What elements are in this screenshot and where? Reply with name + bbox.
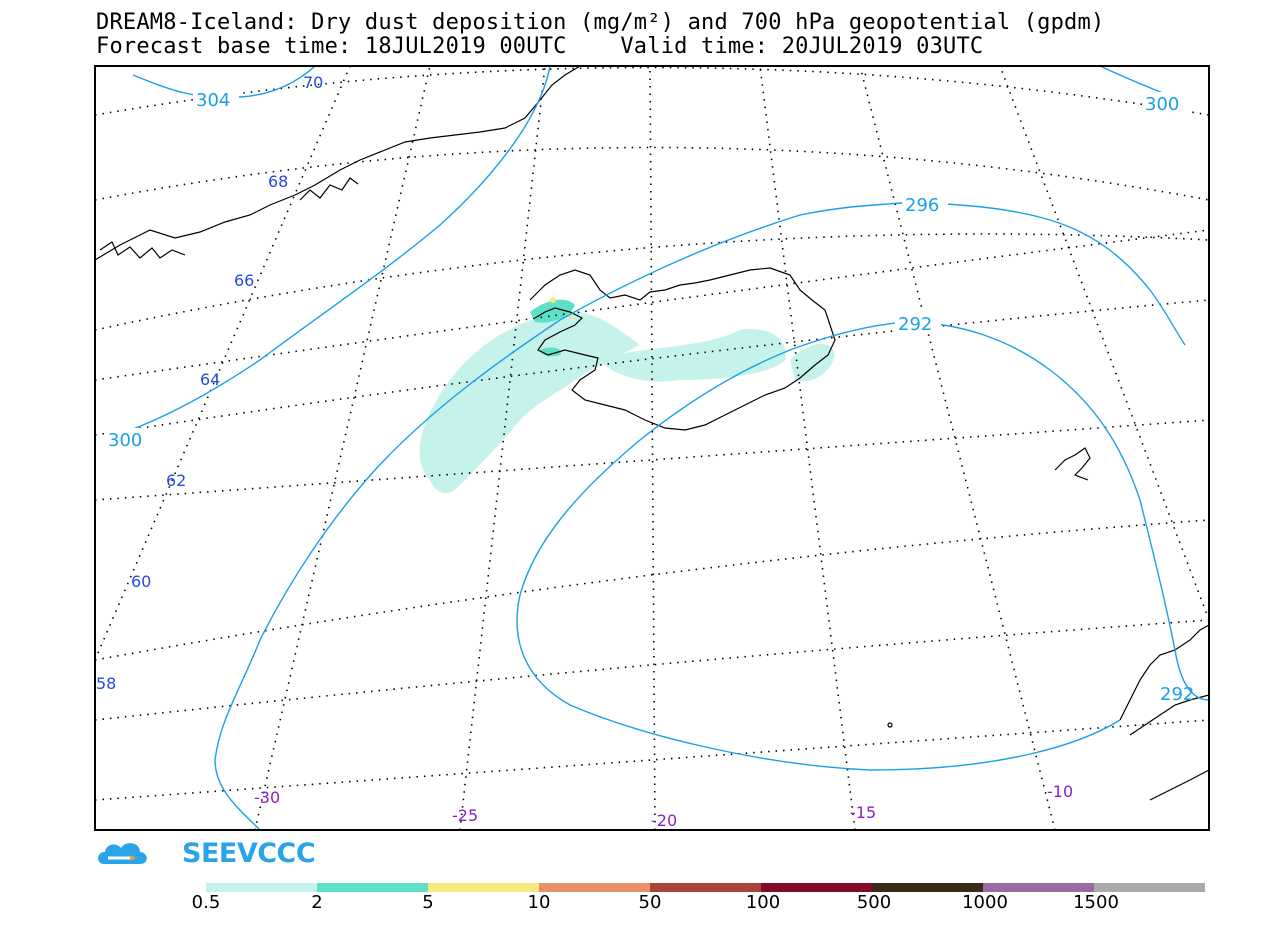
colorbar-label: 1000 (962, 892, 1008, 913)
graticule (95, 66, 1209, 830)
lat-label-70: 70 (303, 73, 323, 92)
lon-label-minus30: -30 (254, 788, 280, 807)
lon-label-minus20: -20 (651, 811, 677, 830)
colorbar-segment (1094, 883, 1205, 892)
colorbar-segment (761, 883, 872, 892)
colorbar-label: 0.5 (191, 892, 221, 913)
lat-label-68: 68 (268, 172, 288, 191)
colorbar-segment (206, 883, 317, 892)
contour-label: 292 (1160, 684, 1194, 705)
map-title-line1: DREAM8-Iceland: Dry dust deposition (mg/… (96, 10, 1105, 35)
colorbar-label: 1500 (1073, 892, 1119, 913)
lon-label-minus25: -25 (452, 806, 478, 825)
colorbar-label: 100 (745, 892, 781, 913)
lat-label-66: 66 (234, 271, 254, 290)
colorbar-label: 500 (856, 892, 892, 913)
logo-text: SEEVCCC (182, 838, 316, 869)
colorbar-segment (983, 883, 1094, 892)
contour-label: 304 (196, 90, 230, 111)
contour-label-group: 304 300 300 296 292 292 (105, 88, 1194, 705)
colorbar-segment (650, 883, 761, 892)
colorbar-segment (872, 883, 983, 892)
lat-label-64: 64 (200, 370, 220, 389)
colorbar-label: 50 (638, 892, 662, 913)
map-frame (94, 65, 1210, 831)
colorbar (206, 883, 1205, 892)
lon-label-minus10: -10 (1047, 782, 1073, 801)
dust-deposition-shading (419, 297, 835, 494)
contour-label: 296 (905, 195, 939, 216)
lat-label-58: 58 (96, 674, 116, 693)
cloud-logo-icon (98, 843, 147, 864)
colorbar-segment (539, 883, 650, 892)
lon-label-minus15: -15 (850, 803, 876, 822)
geopotential-contours (104, 66, 1209, 830)
contour-label: 300 (1145, 94, 1179, 115)
colorbar-label: 5 (422, 892, 434, 913)
lat-label-62: 62 (166, 471, 186, 490)
colorbar-segment (428, 883, 539, 892)
contour-label: 292 (898, 314, 932, 335)
latitude-labels: 70 68 66 64 62 60 58 (96, 73, 323, 693)
contour-label: 300 (108, 430, 142, 451)
colorbar-label: 2 (311, 892, 323, 913)
colorbar-label: 10 (527, 892, 551, 913)
map-title-line2: Forecast base time: 18JUL2019 00UTC Vali… (96, 34, 984, 59)
lat-label-60: 60 (131, 572, 151, 591)
longitude-labels: -30 -25 -20 -15 -10 (254, 782, 1073, 830)
colorbar-segment (317, 883, 428, 892)
coastline (95, 66, 1209, 801)
